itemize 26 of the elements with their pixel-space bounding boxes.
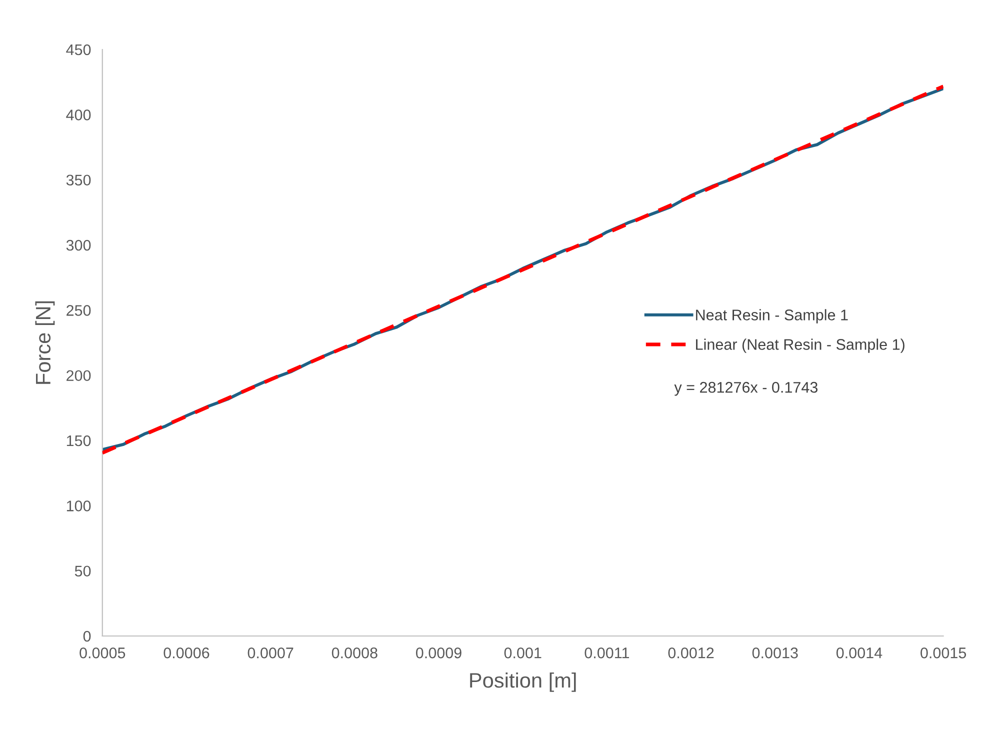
- y-tick-label: 400: [66, 110, 91, 120]
- x-tick-label: 0.0012: [668, 648, 714, 658]
- x-tick-label: 0.0008: [332, 648, 378, 658]
- x-tick-label: 0.0013: [752, 648, 798, 658]
- x-tick-label: 0.0011: [584, 648, 629, 658]
- x-tick-label: 0.0006: [164, 648, 210, 658]
- legend-label: Neat Resin - Sample 1: [696, 309, 848, 324]
- x-tick-label: 0.001: [504, 648, 542, 658]
- x-tick-label: 0.0014: [836, 648, 882, 658]
- annotation: y = 281276x - 0.1743: [674, 382, 818, 396]
- y-tick-label: 300: [66, 240, 91, 251]
- x-tick-label: 0.0009: [416, 648, 462, 658]
- y-axis-title: Force [N]: [35, 301, 55, 384]
- y-tick-label: 100: [66, 500, 91, 512]
- x-tick-label: 0.0005: [80, 648, 126, 658]
- y-tick-label: 50: [74, 566, 91, 577]
- y-tick-label: 150: [66, 435, 91, 446]
- y-tick-label: 350: [66, 174, 91, 186]
- y-tick-label: 200: [66, 370, 91, 382]
- x-tick-label: 0.0007: [248, 648, 294, 658]
- y-tick-label: 250: [66, 305, 91, 316]
- x-tick-label: 0.0015: [920, 648, 966, 658]
- x-axis-title: Position [m]: [470, 672, 576, 692]
- y-tick-label: 0: [83, 630, 91, 642]
- legend-label: Linear (Neat Resin - Sample 1): [696, 338, 904, 353]
- y-tick-label: 450: [66, 44, 91, 56]
